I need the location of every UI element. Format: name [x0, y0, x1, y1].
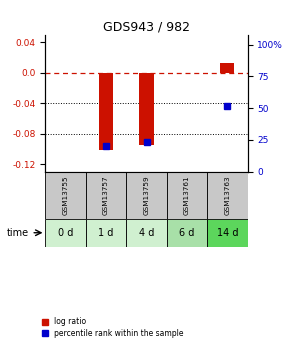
Bar — [126, 219, 167, 247]
Text: time: time — [7, 228, 29, 238]
Bar — [220, 63, 234, 72]
Title: GDS943 / 982: GDS943 / 982 — [103, 20, 190, 33]
Text: 0 d: 0 d — [58, 228, 73, 238]
Bar — [86, 219, 126, 247]
Bar — [167, 172, 207, 219]
Text: GSM13759: GSM13759 — [144, 175, 149, 215]
Text: GSM13761: GSM13761 — [184, 175, 190, 215]
Bar — [167, 219, 207, 247]
Bar — [45, 219, 86, 247]
Legend: log ratio, percentile rank within the sample: log ratio, percentile rank within the sa… — [42, 317, 184, 338]
Text: GSM13755: GSM13755 — [63, 175, 69, 215]
Text: GSM13757: GSM13757 — [103, 175, 109, 215]
Text: GSM13763: GSM13763 — [224, 175, 230, 215]
Bar — [207, 172, 248, 219]
Bar — [139, 72, 154, 145]
Bar — [207, 219, 248, 247]
Bar — [86, 172, 126, 219]
Bar — [45, 172, 86, 219]
Text: 4 d: 4 d — [139, 228, 154, 238]
Text: 1 d: 1 d — [98, 228, 114, 238]
Text: 6 d: 6 d — [179, 228, 195, 238]
Bar — [126, 172, 167, 219]
Text: 14 d: 14 d — [217, 228, 238, 238]
Bar — [99, 72, 113, 150]
